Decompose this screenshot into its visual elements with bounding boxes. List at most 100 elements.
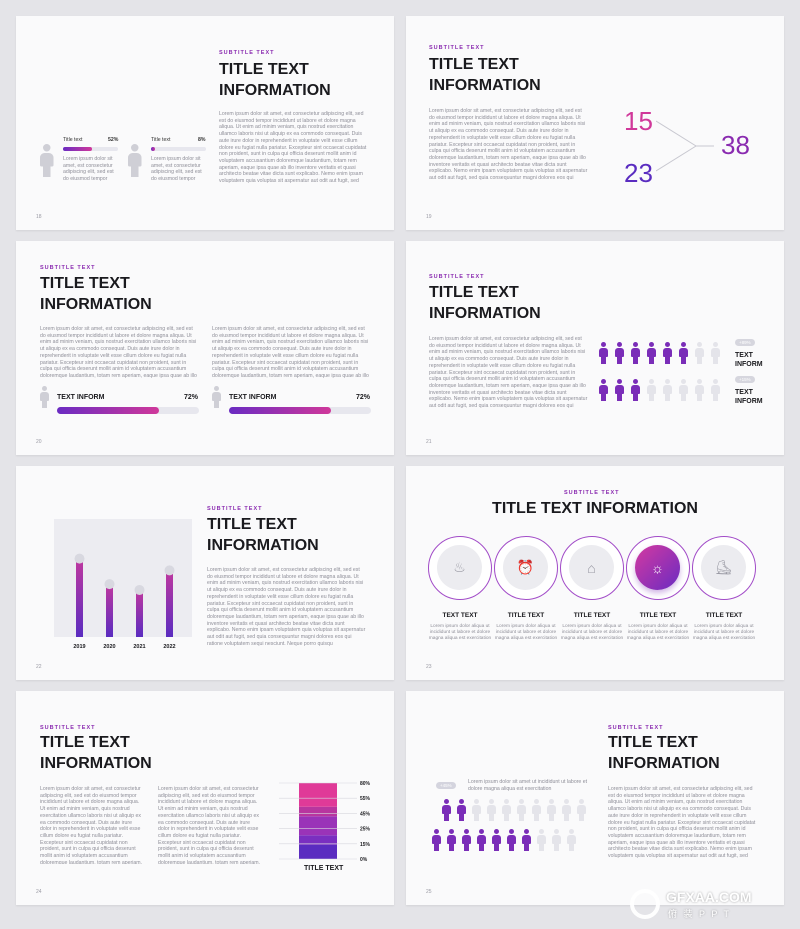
subtitle: SUBTITLE TEXT <box>40 725 96 731</box>
person-icon <box>492 829 501 851</box>
step-circle: ⏰ <box>494 536 558 600</box>
title-line-2: INFORMATION <box>429 77 541 94</box>
watermark: GFXAA.COM 俯 装 P P T <box>630 887 790 923</box>
x-tick-label: 2022 <box>163 644 175 650</box>
stat-pct: 52% <box>108 137 119 143</box>
subtitle: SUBTITLE TEXT <box>40 265 96 271</box>
page-number: 22 <box>36 664 42 670</box>
title: TITLE TEXT INFORMATION <box>219 59 331 101</box>
title-line-2: INFORMATION <box>207 537 319 554</box>
connector-lines <box>656 120 714 172</box>
subtitle: SUBTITLE TEXT <box>564 490 620 496</box>
person-icon <box>552 829 561 851</box>
row-label-l1: TEXT <box>735 389 753 396</box>
person-icon <box>599 379 608 401</box>
slide-18: SUBTITLE TEXT TITLE TEXT INFORMATION Lore… <box>16 16 394 230</box>
stat-label: Title text <box>63 137 83 143</box>
people-row-2 <box>599 375 729 405</box>
slide-23: SUBTITLE TEXT TITLE TEXT INFORMATION ♨ TE… <box>406 466 784 680</box>
step-circle: ☼ <box>626 536 690 600</box>
person-icon <box>40 144 54 177</box>
watermark-logo-icon <box>630 889 660 919</box>
person-icon <box>128 144 142 177</box>
number-23: 23 <box>624 158 653 188</box>
title-line-1: TITLE TEXT <box>429 56 519 73</box>
page-number: 18 <box>36 214 42 220</box>
step-title: TITLE TEXT <box>573 612 611 619</box>
badge-desc: Lorem ipsum dolor sit amet ut incididunt… <box>468 779 588 792</box>
stat-fill <box>63 147 92 151</box>
bar-pct: 72% <box>184 394 199 401</box>
person-icon <box>679 342 688 364</box>
person-icon <box>502 799 511 821</box>
person-icon <box>212 386 221 408</box>
person-icon <box>567 829 576 851</box>
badge: +89% <box>735 339 755 346</box>
person-icon <box>679 379 688 401</box>
person-icon <box>532 799 541 821</box>
body-text: Lorem ipsum dolor sit amet, est consecte… <box>219 111 367 183</box>
people-row-1 <box>599 338 729 368</box>
step-desc: Lorem ipsum dolor aliqua ut incididunt u… <box>626 624 690 641</box>
bar-fill <box>229 407 332 414</box>
person-icon <box>457 799 466 821</box>
bar-cap <box>104 579 115 590</box>
title-line-2: INFORMATION <box>40 755 152 772</box>
person-icon <box>631 342 640 364</box>
title-line-2: INFORMATION <box>429 305 541 322</box>
row-label: TEXT INFORM <box>735 388 763 406</box>
person-icon <box>631 379 640 401</box>
body-text-right: Lorem ipsum dolor sit amet, est consecte… <box>212 326 369 380</box>
person-icon <box>462 829 471 851</box>
row-label: TEXT INFORM <box>735 351 763 369</box>
slide-21: SUBTITLE TEXT TITLE TEXT INFORMATION Lore… <box>406 241 784 455</box>
person-icon <box>487 799 496 821</box>
person-icon <box>695 379 704 401</box>
watermark-sub: 俯 装 P P T <box>668 909 732 919</box>
bar-cap <box>134 584 145 595</box>
step-title: TEXT TEXT <box>442 612 478 619</box>
step-circle: ⌂ <box>560 536 624 600</box>
y-tick-label: 0% <box>360 857 368 863</box>
title: TITLE TEXT INFORMATION <box>608 732 720 774</box>
bar-cap <box>74 553 85 564</box>
title-line-2: INFORMATION <box>40 296 152 313</box>
person-icon <box>447 829 456 851</box>
watermark-brand: GFXAA.COM <box>666 889 752 905</box>
title-line-2: INFORMATION <box>219 82 331 99</box>
page-number: 21 <box>426 439 432 445</box>
x-tick-label: 2021 <box>133 644 145 650</box>
step-title: TITLE TEXT <box>639 612 677 619</box>
bar-label: TEXT INFORM <box>229 394 277 401</box>
bar-fill <box>57 407 160 414</box>
bar-2021 <box>136 589 143 637</box>
step-desc: Lorem ipsum dolor aliqua ut incididunt u… <box>692 624 756 641</box>
bar-pct: 72% <box>356 394 371 401</box>
person-icon <box>507 829 516 851</box>
segment-0-15 <box>299 844 337 859</box>
slide-19: SUBTITLE TEXT TITLE TEXT INFORMATION Lore… <box>406 16 784 230</box>
y-tick-label: 15% <box>360 842 371 848</box>
stat-desc: Lorem ipsum dolor sit amet, est consecte… <box>151 156 202 183</box>
person-icon <box>537 829 546 851</box>
person-icon <box>647 342 656 364</box>
body-text: Lorem ipsum dolor sit amet, est consecte… <box>207 567 366 647</box>
segment-15-25 <box>299 835 337 845</box>
person-icon <box>711 342 720 364</box>
title-line-1: TITLE TEXT <box>207 516 297 533</box>
person-icon <box>663 379 672 401</box>
body-text: Lorem ipsum dolor sit amet, est consecte… <box>429 336 588 410</box>
person-icon <box>472 799 481 821</box>
person-icon <box>647 379 656 401</box>
step-desc: Lorem ipsum dolor aliqua ut incididunt u… <box>494 624 558 641</box>
segment-55-80 <box>299 783 337 807</box>
bar-2020 <box>106 584 113 637</box>
step-desc: Lorem ipsum dolor aliqua ut incididunt u… <box>428 624 492 641</box>
basket-icon: ⌂ <box>569 545 614 590</box>
bar-cap <box>164 565 175 576</box>
body-text-left: Lorem ipsum dolor sit amet, est consecte… <box>40 326 197 380</box>
bar-chart: 2019 2020 2021 2022 <box>73 553 176 650</box>
step-title: TITLE TEXT <box>507 612 545 619</box>
fire-icon: ♨ <box>437 545 482 590</box>
subtitle: SUBTITLE TEXT <box>608 725 664 731</box>
